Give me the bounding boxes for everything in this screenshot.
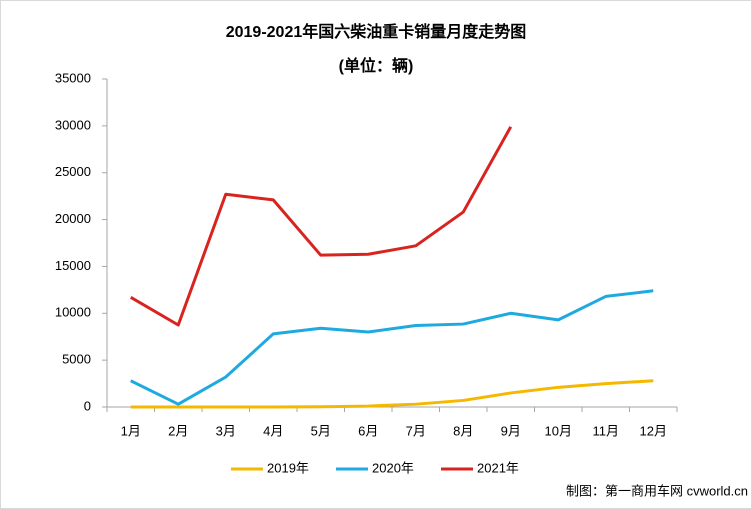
series-line — [130, 379, 654, 409]
x-tick-label: 2月 — [168, 423, 188, 438]
x-tick-label: 9月 — [501, 423, 521, 438]
series-line — [130, 289, 654, 406]
series-line — [129, 126, 513, 327]
x-tick-label: 6月 — [358, 423, 378, 438]
x-tick-label: 1月 — [121, 423, 141, 438]
x-tick-label: 4月 — [263, 423, 283, 438]
source: 制图：第一商用车网 cvworld.cn — [566, 483, 748, 498]
y-tick-label: 20000 — [55, 211, 91, 226]
y-tick-label: 15000 — [55, 258, 91, 273]
x-tick-label: 7月 — [406, 423, 426, 438]
y-tick-label: 10000 — [55, 305, 91, 320]
legend-label: 2019年 — [267, 460, 309, 475]
chart-title: 2019-2021年国六柴油重卡销量月度走势图 — [226, 22, 527, 41]
y-tick-label: 5000 — [62, 352, 91, 367]
y-tick-label: 35000 — [55, 70, 91, 85]
y-tick-label: 0 — [84, 398, 91, 413]
x-tick-label: 8月 — [453, 423, 473, 438]
chart-subtitle: (单位：辆) — [339, 56, 414, 75]
x-tick-label: 5月 — [311, 423, 331, 438]
legend-label: 2020年 — [372, 460, 414, 475]
x-tick-label: 12月 — [640, 423, 667, 438]
y-tick-label: 25000 — [55, 164, 91, 179]
y-tick-label: 30000 — [55, 117, 91, 132]
x-tick-label: 11月 — [593, 423, 620, 438]
x-tick-label: 10月 — [545, 423, 572, 438]
legend-label: 2021年 — [477, 460, 519, 475]
x-tick-label: 3月 — [216, 423, 236, 438]
